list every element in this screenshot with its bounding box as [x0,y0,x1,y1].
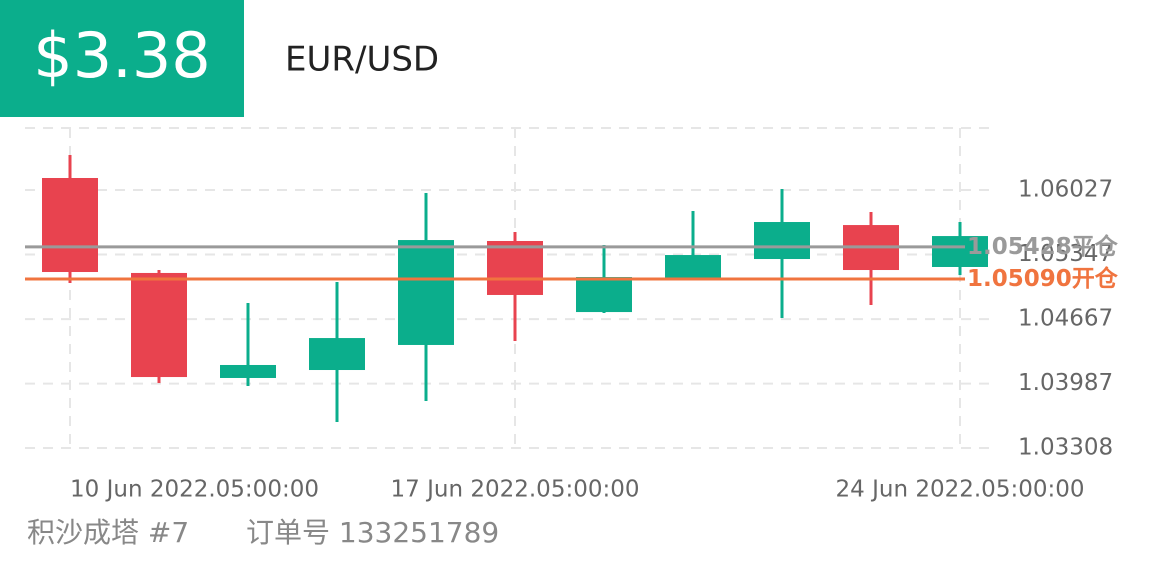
y-tick-label: 1.06027 [1018,177,1113,203]
y-tick-label: 1.03308 [1018,435,1113,461]
candle-body [398,240,454,345]
symbol: EUR/USD [285,40,439,80]
candle-body [576,277,632,313]
candle-body [665,255,721,280]
candle-body [131,272,187,378]
x-tick-label: 10 Jun 2022.05:00:00 [70,477,319,503]
candle-body [42,177,98,273]
y-tick-label: 1.04667 [1018,306,1113,332]
strategy: 积沙成塔 #7 [27,516,189,549]
candle-body [932,236,988,267]
candle-body [220,364,276,378]
reference-value: 1.05428 [967,233,1072,259]
profit-badge [0,0,244,117]
reference-name: 平仓 [1072,232,1119,259]
x-tick-label: 24 Jun 2022.05:00:00 [836,477,1085,503]
candle-body [487,240,543,295]
reference-value: 1.05090 [967,265,1072,291]
reference-name: 开仓 [1072,264,1119,291]
plot: 1.03308 1.03987 1.04667 1.05347 1.06027 10 Ju… [25,127,1119,503]
x-tick-label: 17 Jun 2022.05:00:00 [391,477,640,503]
reference-label: 1.05428平仓 [967,232,1119,259]
profit: $3.38 [33,19,211,92]
reference-label: 1.05090开仓 [967,264,1119,291]
candle-body [309,338,365,371]
y-tick-label: 1.05347 [1018,241,1113,267]
y-tick-label: 1.03987 [1018,370,1113,396]
candle-body [754,222,810,260]
order-number: 订单号 133251789 [246,516,499,549]
